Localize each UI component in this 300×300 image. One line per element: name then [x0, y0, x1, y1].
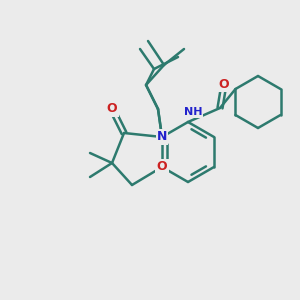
Text: O: O: [219, 77, 229, 91]
Text: N: N: [157, 130, 167, 143]
Text: O: O: [157, 160, 167, 173]
Text: NH: NH: [184, 107, 202, 117]
Text: O: O: [107, 103, 117, 116]
